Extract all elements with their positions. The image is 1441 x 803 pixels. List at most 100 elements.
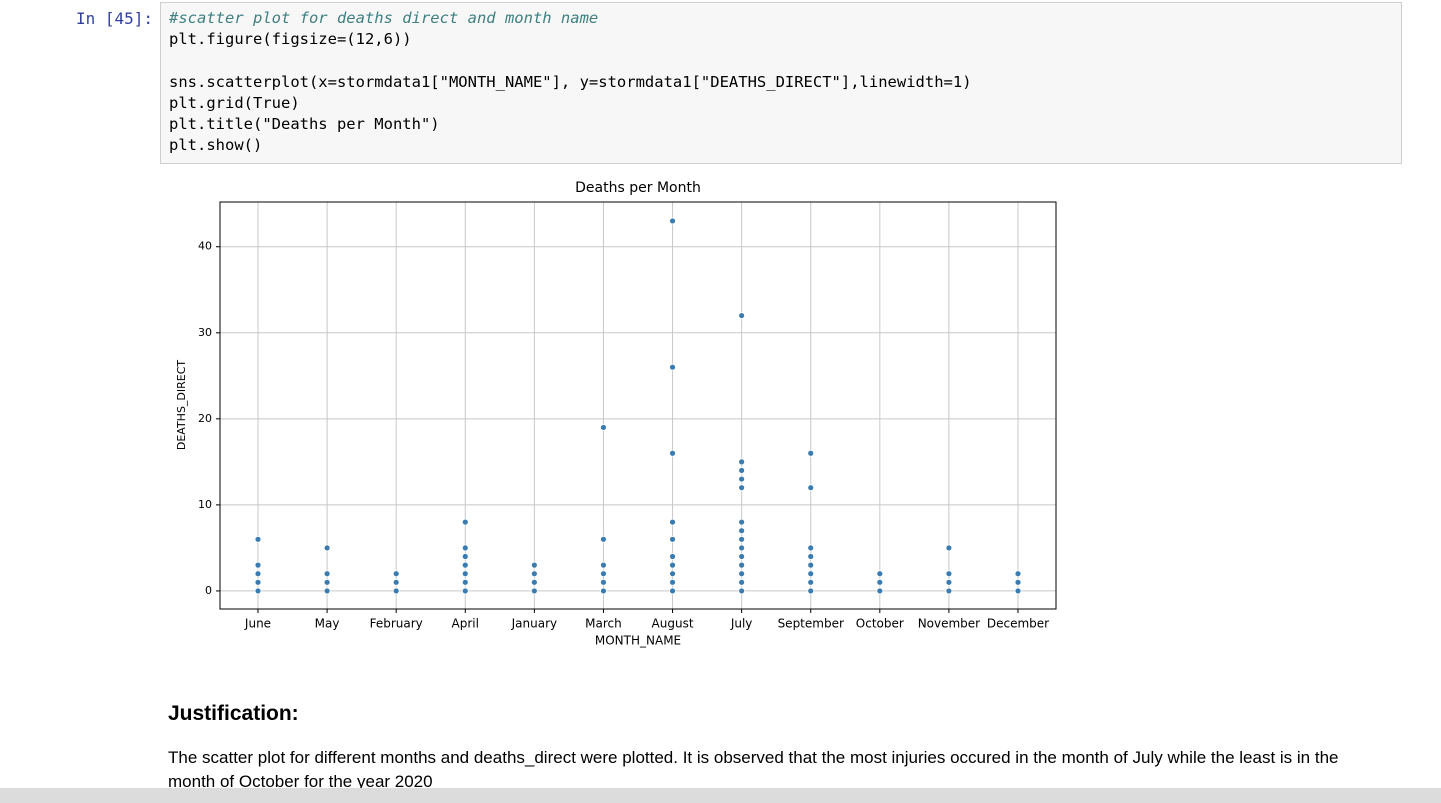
point [600,578,607,586]
chart-title: Deaths per Month [575,180,701,196]
code-line: plt.grid(True) [169,93,300,112]
point [461,587,469,595]
y-tick-label: 30 [198,326,212,339]
point [738,587,746,595]
y-axis-label: DEATHS_DIRECT [175,360,188,451]
point [254,570,262,578]
point [738,561,746,569]
point [807,561,815,569]
x-tick-label: August [652,617,694,631]
point [738,578,746,586]
point [738,312,746,319]
point [876,587,884,595]
code-line: plt.title("Deaths per Month") [169,114,440,133]
point [738,518,746,526]
x-tick-label: February [370,617,423,631]
point [738,553,746,560]
x-tick-label: June [244,617,271,631]
paragraph: The scatter plot for different months an… [168,748,1339,791]
point [738,467,746,474]
point [461,578,469,586]
point [254,587,262,595]
x-tick-label: May [315,617,340,631]
taskbar [0,788,1441,803]
point [945,570,953,578]
x-tick-label: October [856,617,904,631]
code-line: plt.figure(figsize=(12,6)) [169,30,412,49]
point [1014,587,1022,595]
point [669,518,676,526]
point [600,561,607,569]
point [669,570,676,578]
point [323,570,331,578]
point [669,363,676,371]
point [807,484,815,492]
heading: Justification: [168,702,299,725]
point [600,424,607,431]
point [738,527,746,535]
point [669,553,676,560]
code-cell[interactable]: #scatter plot for deaths direct and mont… [160,2,1402,164]
y-tick-label: 20 [198,412,212,425]
point [1014,570,1022,578]
point [530,561,538,569]
point [669,449,676,457]
point [254,535,262,543]
point [254,578,262,586]
point [738,544,746,552]
point [323,578,331,586]
point [807,553,815,560]
point [461,553,469,560]
point [530,587,538,595]
point [738,570,746,578]
point [392,570,400,578]
point [600,587,607,595]
point [738,535,746,543]
point [392,578,400,586]
point [738,475,746,483]
point [807,578,815,586]
x-axis-label: MONTH_NAME [595,634,681,648]
x-tick-label: November [918,617,980,631]
point [669,587,676,595]
point [530,570,538,578]
point [254,561,262,569]
point [876,570,884,578]
point [461,570,469,578]
point [945,544,953,552]
x-tick-label: January [511,617,558,631]
point [1014,578,1022,586]
code-line: #scatter plot for deaths direct and mont… [169,9,599,27]
point [461,518,469,526]
point [945,587,953,595]
x-tick-label: April [452,617,479,631]
point [461,561,469,569]
x-tick-label: July [730,617,753,631]
point [600,535,607,543]
y-tick-label: 10 [198,498,212,511]
point [807,449,815,457]
x-tick-label: September [778,617,844,631]
point [530,578,538,586]
x-tick-label: December [987,617,1049,631]
chart: Deaths per Month MONTH_NAME DEATHS_DIREC… [175,180,1057,648]
point [876,578,884,586]
point [323,587,331,595]
point [323,544,331,552]
plot-frame [219,201,1057,610]
prompt: In [45]: [76,9,154,28]
point [807,544,815,552]
code-line [169,51,1393,72]
y-tick-label: 0 [205,584,212,597]
point [738,458,746,466]
point [669,578,676,586]
point [807,570,815,578]
code-line: sns.scatterplot(x=stormdata1["MONTH_NAME… [169,72,972,91]
point [461,544,469,552]
point [392,587,400,595]
point [669,561,676,569]
point [738,484,746,492]
code-line: plt.show() [169,136,263,155]
point [669,217,676,225]
